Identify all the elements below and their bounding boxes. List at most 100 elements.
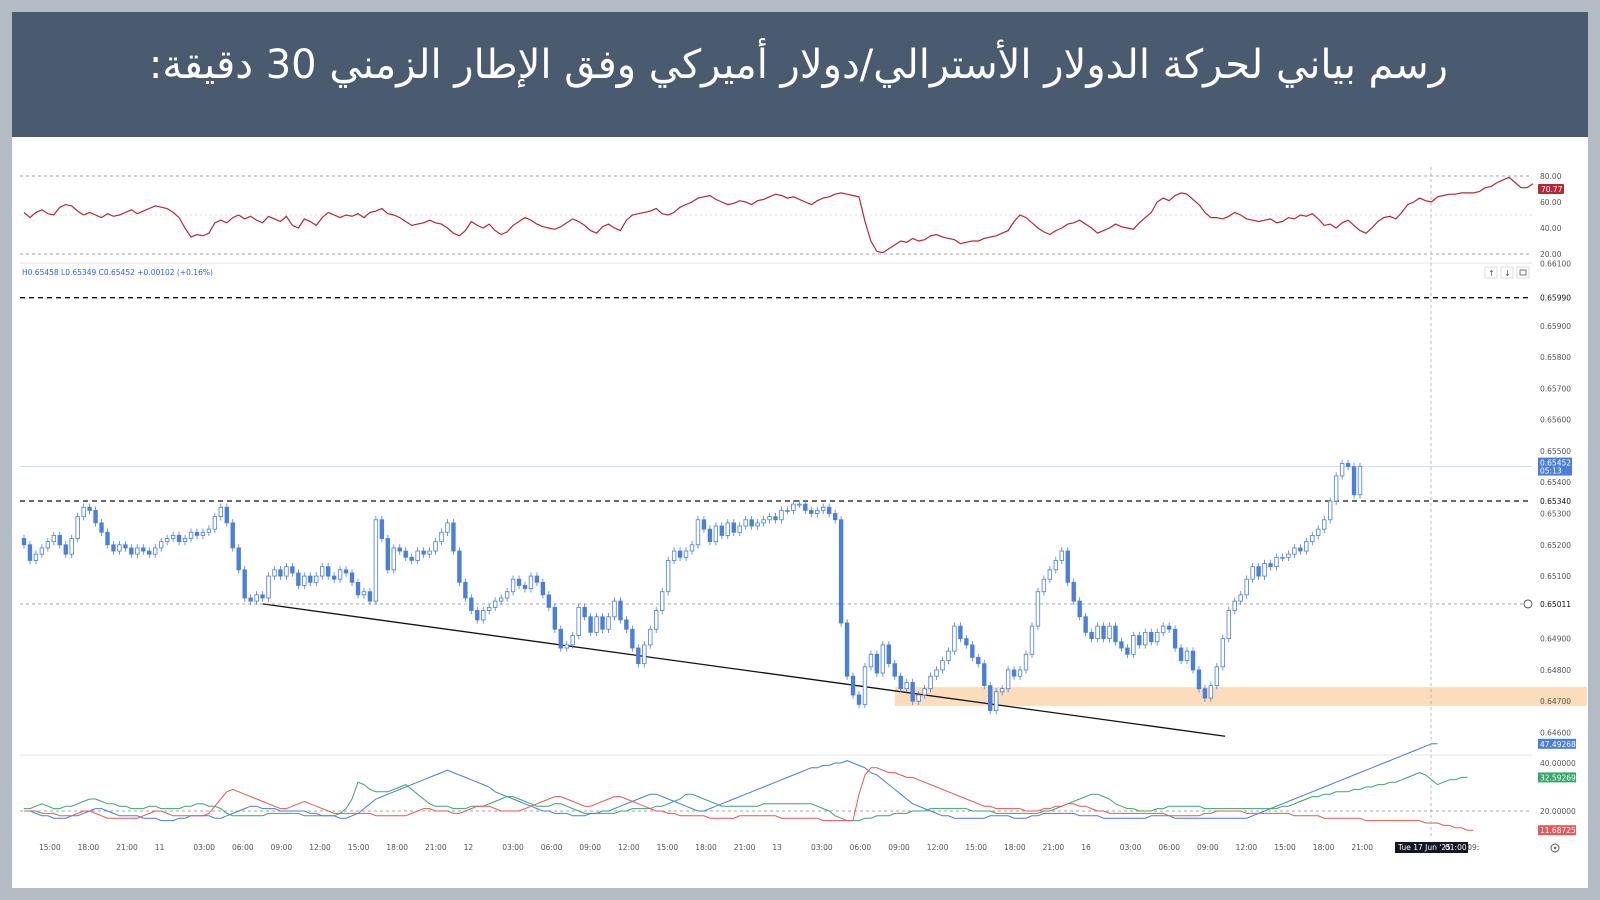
candle [147, 547, 152, 558]
time-tick-label: 18:00 [695, 843, 717, 852]
candle [278, 566, 283, 580]
candle [1327, 497, 1333, 524]
candle [630, 625, 635, 652]
candle [1172, 625, 1178, 652]
candle [713, 522, 719, 546]
price-tick-label: 0.65500 [1540, 447, 1571, 456]
candle [1131, 631, 1136, 659]
candle [1101, 622, 1106, 643]
rsi-line [23, 176, 1534, 254]
candle [1214, 663, 1220, 690]
candle [1017, 666, 1023, 680]
candle [302, 572, 307, 590]
candle [1304, 537, 1309, 555]
candle [797, 500, 802, 508]
candle [99, 519, 104, 537]
candle [1178, 644, 1184, 665]
breakout-price-tag [1538, 496, 1572, 506]
candle [856, 691, 862, 709]
price-tick-label: 0.65300 [1540, 510, 1571, 519]
settings-icon[interactable] [1550, 843, 1560, 853]
time-tick-label: 21:00 [1351, 843, 1373, 852]
candles [21, 459, 1363, 715]
candle [117, 541, 122, 555]
time-tick-label: 15:00 [657, 843, 679, 852]
candle [296, 569, 301, 590]
candle [731, 519, 736, 537]
candle [284, 562, 289, 580]
time-tick-label: 21:00 [425, 843, 447, 852]
adx-panel: 40.00000 20.00000 47.49268 32.59269 11.6872… [20, 738, 1576, 836]
candle [612, 597, 617, 621]
candle [135, 544, 140, 558]
candle [1220, 634, 1226, 671]
candle [510, 575, 516, 596]
candle [445, 519, 450, 537]
candle [355, 578, 361, 599]
ohlc-readout: H0.65458 L0.65349 C0.65452 +0.00102 (+0.… [22, 268, 213, 277]
maximize-button[interactable] [1516, 266, 1530, 279]
crosshair-plus-icon[interactable] [1523, 599, 1533, 609]
candle [665, 556, 671, 596]
candle [1155, 628, 1160, 646]
candle [153, 544, 158, 558]
settings-icon-center [1553, 846, 1557, 850]
candle [194, 528, 200, 540]
time-tick-label: 15:00 [348, 843, 370, 852]
trading-chart[interactable]: 80.00 60.00 40.00 20.00 70.77 H0.65458 L0.6… [12, 137, 1588, 888]
candle [594, 612, 599, 637]
candle [988, 681, 993, 715]
candle [1292, 544, 1297, 558]
candle [188, 528, 194, 543]
candle [1196, 666, 1202, 693]
candle [1166, 622, 1172, 634]
candle [242, 566, 247, 602]
crosshair-time-label: 01:00 [1445, 843, 1467, 852]
candle [1262, 559, 1267, 580]
candle [516, 575, 522, 590]
candle [260, 591, 265, 602]
candle [141, 544, 146, 555]
candle [904, 678, 909, 693]
candle [773, 512, 778, 524]
candle [898, 672, 903, 693]
candle [850, 672, 856, 699]
adx-line-1 [24, 772, 1468, 822]
candle [1322, 516, 1327, 533]
candle [558, 625, 563, 652]
candle [976, 653, 981, 668]
candle [87, 503, 92, 515]
adx-value-label: 11.68725 [1540, 826, 1576, 835]
price-tick-label: 0.66100 [1540, 259, 1571, 268]
candle [725, 519, 730, 540]
candle [588, 612, 593, 637]
candle [671, 547, 677, 565]
resistance-price-label: 0.65990 [1540, 294, 1571, 303]
rsi-tick-label: 40.00 [1540, 224, 1562, 233]
scroll-up-button[interactable] [1484, 266, 1498, 279]
candle [409, 553, 414, 565]
adx-value-tag [1538, 825, 1576, 836]
candle [958, 622, 963, 643]
candle [1286, 550, 1291, 562]
adx-line-2 [24, 767, 1474, 831]
candle [803, 500, 808, 515]
candle [689, 541, 695, 555]
candle [600, 612, 605, 634]
candle [546, 591, 552, 612]
price-tick-label: 0.64600 [1540, 728, 1571, 737]
scroll-down-button[interactable] [1500, 266, 1514, 279]
panel-controls[interactable]: ↑ ↓ [1484, 266, 1530, 279]
candle [361, 587, 367, 599]
candle [1041, 575, 1047, 596]
chart-frame: رسم بياني لحركة الدولار الأسترالي/دولار … [12, 12, 1588, 888]
candle [314, 572, 319, 587]
candle [522, 581, 528, 593]
candle [236, 544, 241, 574]
candle [463, 578, 468, 602]
candle [1298, 544, 1303, 555]
candle [69, 534, 74, 558]
rsi-tick-label: 80.00 [1540, 172, 1562, 181]
candle [391, 544, 396, 574]
candle [164, 534, 170, 546]
